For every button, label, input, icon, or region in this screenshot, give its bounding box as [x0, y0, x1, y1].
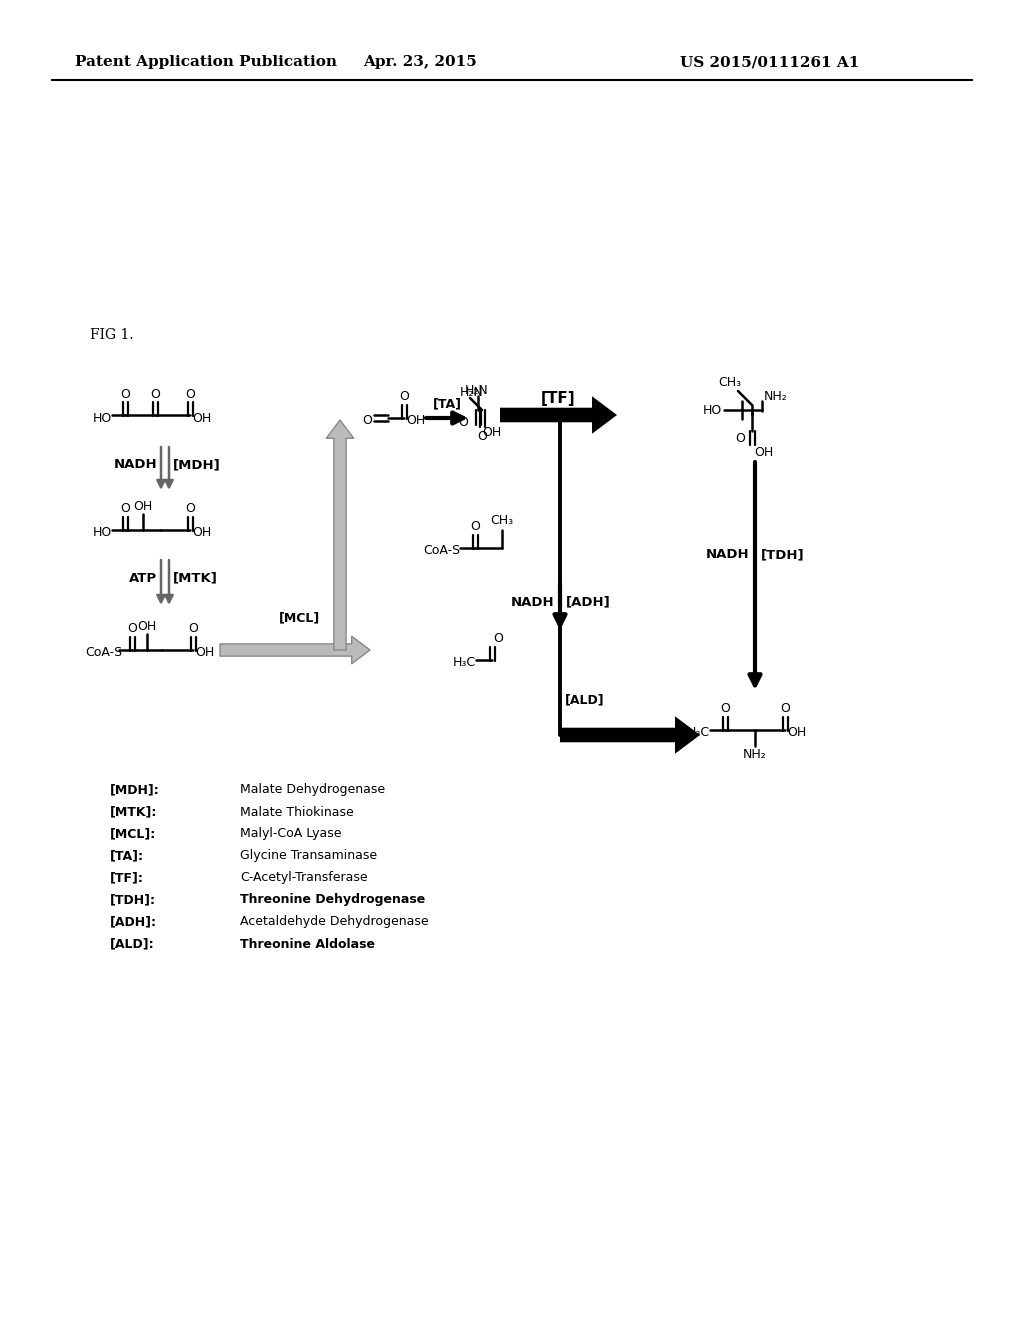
Text: [MCL]:: [MCL]:	[110, 828, 157, 841]
Text: OH: OH	[754, 446, 773, 459]
Text: ATP: ATP	[129, 572, 157, 585]
Text: [TDH]: [TDH]	[761, 549, 805, 561]
Text: H₃C: H₃C	[453, 656, 476, 668]
Text: CoA-S: CoA-S	[85, 647, 122, 660]
Text: O: O	[470, 520, 480, 533]
Text: [MDH]:: [MDH]:	[110, 784, 160, 796]
Text: Malate Dehydrogenase: Malate Dehydrogenase	[240, 784, 385, 796]
Text: OH: OH	[133, 499, 153, 512]
Text: NADH: NADH	[510, 595, 554, 609]
Text: OH: OH	[193, 527, 211, 540]
Text: NH₂: NH₂	[764, 391, 787, 404]
Text: Glycine Transaminase: Glycine Transaminase	[240, 850, 377, 862]
Text: O: O	[120, 503, 130, 516]
Text: HO: HO	[93, 527, 113, 540]
Text: O: O	[494, 632, 503, 645]
Text: [MTK]: [MTK]	[173, 572, 218, 585]
Text: O: O	[151, 388, 160, 400]
Text: O: O	[780, 702, 790, 715]
Text: CH₃: CH₃	[490, 515, 514, 528]
Text: CoA-S: CoA-S	[423, 544, 460, 557]
Text: O: O	[188, 623, 198, 635]
Text: OH: OH	[195, 647, 214, 660]
Text: [ADH]:: [ADH]:	[110, 916, 157, 928]
Text: HO: HO	[93, 412, 113, 425]
Text: OH: OH	[137, 619, 157, 632]
Text: [TA]: [TA]	[432, 397, 462, 411]
Text: [ALD]: [ALD]	[565, 693, 604, 706]
Text: O: O	[127, 623, 137, 635]
Text: O: O	[362, 413, 372, 426]
Text: [MDH]: [MDH]	[173, 458, 221, 471]
Text: OH: OH	[787, 726, 806, 739]
Text: Threonine Aldolase: Threonine Aldolase	[240, 937, 375, 950]
Text: C-Acetyl-Transferase: C-Acetyl-Transferase	[240, 871, 368, 884]
Text: [TF]:: [TF]:	[110, 871, 144, 884]
Text: O: O	[720, 702, 730, 715]
Text: HO: HO	[702, 404, 722, 417]
Text: O: O	[458, 417, 468, 429]
Text: OH: OH	[406, 414, 425, 428]
Text: OH: OH	[193, 412, 211, 425]
Text: [MCL]: [MCL]	[280, 611, 321, 624]
Text: Malate Thiokinase: Malate Thiokinase	[240, 805, 353, 818]
Text: US 2015/0111261 A1: US 2015/0111261 A1	[680, 55, 859, 69]
Text: NADH: NADH	[706, 549, 749, 561]
Text: O: O	[185, 388, 195, 400]
Text: [MTK]:: [MTK]:	[110, 805, 158, 818]
Text: NH₂: NH₂	[743, 748, 767, 762]
Text: H₂N: H₂N	[460, 387, 483, 400]
Text: O: O	[735, 433, 744, 446]
Text: Patent Application Publication: Patent Application Publication	[75, 55, 337, 69]
Text: [TA]:: [TA]:	[110, 850, 144, 862]
Text: OH: OH	[482, 426, 502, 440]
Text: Malyl-CoA Lyase: Malyl-CoA Lyase	[240, 828, 341, 841]
Text: FIG 1.: FIG 1.	[90, 327, 133, 342]
Text: [TF]: [TF]	[542, 391, 575, 405]
Text: H₂N: H₂N	[465, 384, 488, 396]
Text: H₃C: H₃C	[687, 726, 710, 738]
Text: [ALD]:: [ALD]:	[110, 937, 155, 950]
Text: NADH: NADH	[114, 458, 157, 471]
Text: Acetaldehyde Dehydrogenase: Acetaldehyde Dehydrogenase	[240, 916, 429, 928]
Text: CH₃: CH₃	[719, 376, 741, 389]
Text: Threonine Dehydrogenase: Threonine Dehydrogenase	[240, 894, 425, 907]
Text: [TDH]:: [TDH]:	[110, 894, 156, 907]
Text: O: O	[399, 391, 409, 404]
Text: O: O	[120, 388, 130, 400]
Text: O: O	[477, 429, 487, 442]
Text: [ADH]: [ADH]	[566, 595, 610, 609]
Text: O: O	[185, 503, 195, 516]
Text: Apr. 23, 2015: Apr. 23, 2015	[364, 55, 477, 69]
